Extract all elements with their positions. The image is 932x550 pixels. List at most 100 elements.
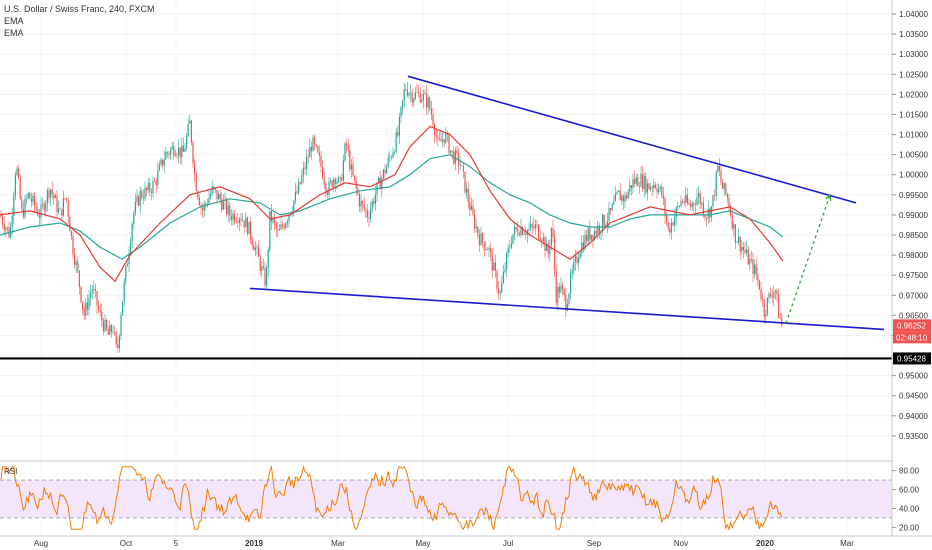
candle <box>749 259 751 265</box>
trendlines[interactable] <box>0 75 892 360</box>
candle <box>440 139 442 142</box>
time-tick-label: 2019 <box>245 539 263 548</box>
candle <box>586 235 588 241</box>
candle <box>509 247 511 249</box>
candle <box>250 221 252 239</box>
candle <box>563 289 565 295</box>
candle <box>578 258 580 263</box>
ema-slow-line <box>0 154 784 260</box>
candle <box>686 194 688 203</box>
candle <box>552 228 554 237</box>
candle <box>30 198 32 202</box>
candle <box>568 293 570 305</box>
candle <box>142 197 144 199</box>
candle <box>195 173 197 191</box>
rsi-band <box>0 480 892 518</box>
candle <box>182 145 184 152</box>
indicator-label[interactable]: EMA <box>4 28 24 38</box>
candle <box>125 266 127 282</box>
candle <box>107 329 109 335</box>
candle <box>197 190 199 198</box>
candle <box>496 271 498 289</box>
candle <box>310 146 312 152</box>
candle <box>602 214 604 231</box>
candle <box>720 170 722 182</box>
candle <box>341 177 343 181</box>
symbol-title[interactable]: U.S. Dollar / Swiss Franc, 240, FXCM <box>4 4 155 14</box>
candle <box>781 318 783 325</box>
candle <box>773 291 775 298</box>
rsi-tick-label: 20.00 <box>899 523 920 532</box>
candle <box>403 88 405 101</box>
candle <box>714 195 716 196</box>
candle <box>739 236 741 252</box>
trendline-lower <box>249 287 885 331</box>
candle <box>114 331 116 333</box>
price-axis[interactable]: 1.04000 1.03500 1.03000 1.02500 1.02000 1.015… <box>892 10 928 441</box>
candle <box>66 198 68 200</box>
candle <box>384 169 386 174</box>
candle <box>690 204 692 207</box>
candle <box>237 221 239 223</box>
candle <box>160 159 162 165</box>
candle <box>14 174 16 196</box>
candle <box>658 188 660 193</box>
candle <box>152 181 154 193</box>
candle <box>174 154 176 156</box>
candle <box>302 167 304 176</box>
indicator-label[interactable]: EMA <box>4 16 24 26</box>
candle <box>470 205 472 210</box>
candle <box>43 203 45 211</box>
candle <box>459 164 461 166</box>
candle <box>774 290 776 292</box>
candle <box>429 97 431 109</box>
candle <box>299 182 301 184</box>
candle <box>123 281 125 302</box>
candle <box>723 183 725 189</box>
candle <box>118 335 120 349</box>
candle <box>770 293 772 296</box>
candle <box>643 176 645 190</box>
candle <box>106 320 108 330</box>
candle <box>546 243 548 251</box>
candle <box>704 214 706 218</box>
candle <box>621 195 623 201</box>
candle <box>312 137 314 152</box>
candle <box>581 242 583 254</box>
candle <box>190 120 192 143</box>
candle <box>629 185 631 192</box>
rsi-pane[interactable]: RSI <box>0 464 892 532</box>
time-axis[interactable]: Aug Oct 5 2019 Mar May Jul Sep Nov 2020 Mar <box>34 539 854 548</box>
candle <box>395 132 397 152</box>
candle <box>133 212 135 224</box>
price-tick-label: 0.97000 <box>899 291 928 300</box>
candle <box>661 186 663 196</box>
candle <box>397 132 399 136</box>
candle <box>648 183 650 190</box>
candle <box>565 294 567 311</box>
candle <box>272 218 274 222</box>
time-tick-label: Mar <box>840 539 854 548</box>
candle <box>539 237 541 241</box>
candle <box>29 192 31 199</box>
candle <box>488 248 490 250</box>
candle <box>507 248 509 254</box>
candle <box>674 217 676 226</box>
candle <box>693 203 695 205</box>
price-pane[interactable] <box>0 0 892 536</box>
candle <box>514 227 516 235</box>
candle <box>240 218 242 221</box>
price-tick-label: 1.03500 <box>899 30 928 39</box>
candle <box>213 186 215 189</box>
candle <box>734 224 736 243</box>
candle <box>667 222 669 229</box>
rsi-axis[interactable]: 80.00 60.00 40.00 20.00 <box>892 467 920 533</box>
candle <box>293 200 295 212</box>
candle <box>758 279 760 290</box>
candle <box>512 234 514 244</box>
candle <box>378 177 380 183</box>
price-tick-label: 1.03000 <box>899 50 928 59</box>
price-tick-label: 0.99000 <box>899 211 928 220</box>
candle <box>587 228 589 241</box>
